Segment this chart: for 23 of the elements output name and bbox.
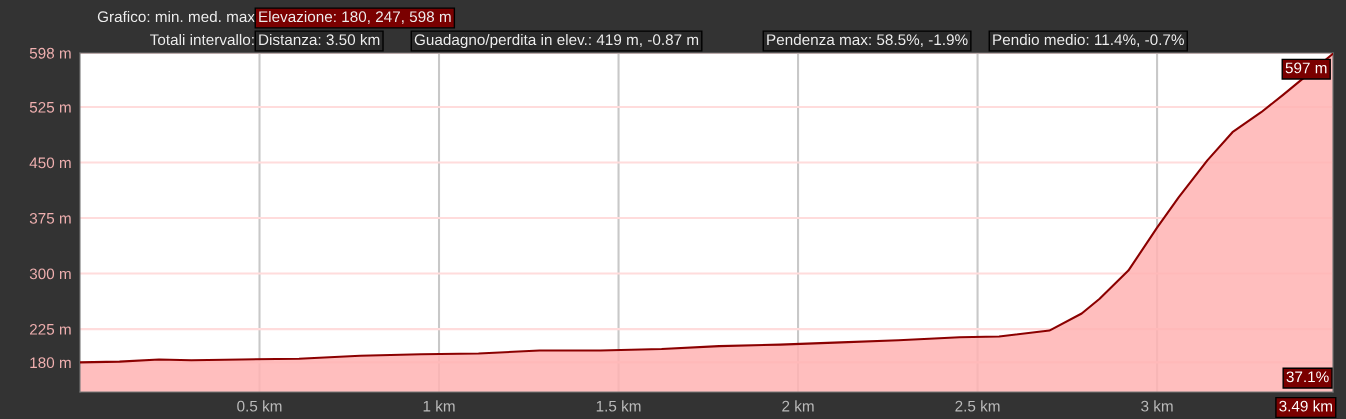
text: Distanza: 3.50 km [259, 33, 380, 46]
text: Grafico: min. med. max [97, 10, 255, 23]
x-tick-label: 3.49 km [1279, 400, 1332, 412]
x-tick-label: 0.5 km [237, 400, 282, 412]
text: Pendio medio: 11.4%, -0.7% [993, 33, 1184, 47]
text: Totali intervallo: [150, 33, 254, 46]
text: Pendenza max: 58.5%, -1.9% [767, 33, 968, 47]
y-tick-label: 525 m [29, 101, 71, 113]
annotation: 37.1% [1286, 371, 1329, 383]
x-tick-label: 1.5 km [596, 400, 641, 412]
y-tick-label: 300 m [29, 268, 71, 280]
x-tick-label: 1 km [423, 400, 455, 412]
y-tick-label: 375 m [29, 212, 71, 224]
y-tick-label: 450 m [29, 157, 71, 169]
y-tick-label: 180 m [30, 357, 71, 369]
annotation: 597 m [1285, 62, 1327, 74]
y-tick-label: 598 m [29, 47, 71, 59]
y-tick-label: 225 m [29, 323, 71, 335]
text: Elevazione: 180, 247, 598 m [259, 10, 451, 24]
text: Guadagno/perdita in elev.: 419 m, -0.87 m [414, 33, 699, 49]
x-tick-label: 2.5 km [955, 400, 1000, 412]
x-tick-label: 2 km [782, 400, 814, 412]
x-tick-label: 3 km [1141, 400, 1173, 412]
